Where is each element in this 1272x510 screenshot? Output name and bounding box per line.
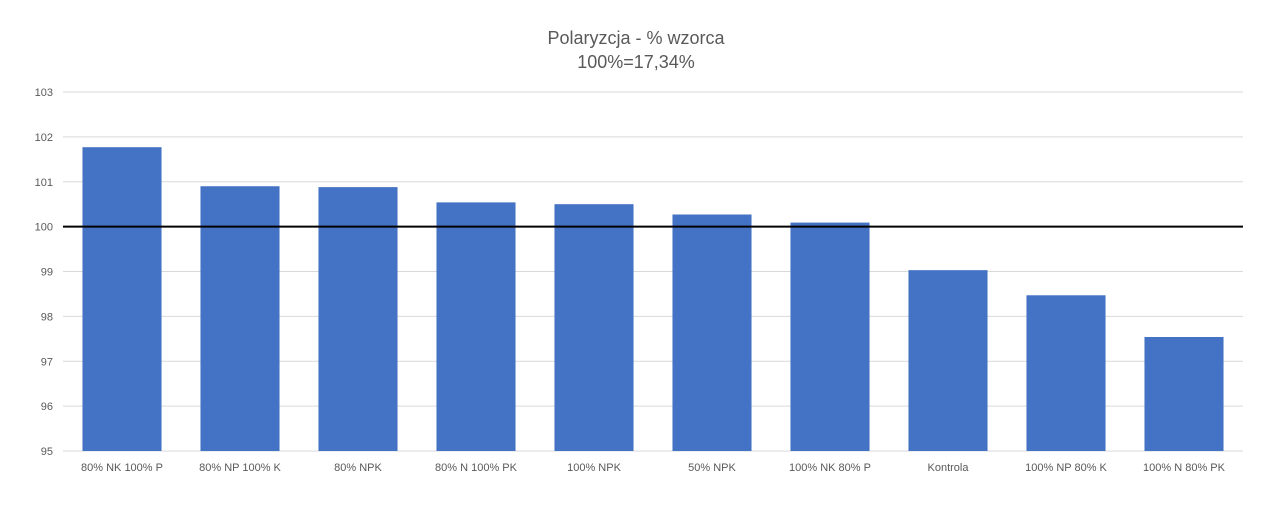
y-tick-label: 103 <box>35 87 53 99</box>
y-tick-label: 101 <box>35 177 53 189</box>
y-tick-label: 95 <box>41 446 53 458</box>
x-tick-label: 50% NPK <box>688 462 736 474</box>
x-tick-label: 100% NPK <box>567 462 621 474</box>
x-tick-label: 80% N 100% PK <box>435 462 518 474</box>
y-tick-label: 102 <box>35 132 53 144</box>
bar <box>554 204 634 451</box>
x-tick-label: 100% NK 80% P <box>789 462 871 474</box>
x-tick-label: 100% NP 80% K <box>1025 462 1107 474</box>
x-tick-label: Kontrola <box>928 462 970 474</box>
x-tick-label: 100% N 80% PK <box>1143 462 1226 474</box>
bar <box>200 186 280 452</box>
bar <box>908 270 988 451</box>
chart-title: Polaryzcja - % wzorca <box>547 28 725 48</box>
bar <box>672 214 752 451</box>
x-tick-label: 80% NPK <box>334 462 382 474</box>
y-tick-label: 97 <box>41 356 53 368</box>
bar <box>1144 337 1224 451</box>
y-tick-label: 99 <box>41 267 53 279</box>
bar <box>318 187 398 451</box>
bar <box>436 202 516 451</box>
bar <box>1026 295 1106 451</box>
chart-subtitle: 100%=17,34% <box>577 52 695 72</box>
y-tick-label: 100 <box>35 222 53 234</box>
bar <box>790 222 870 451</box>
y-tick-label: 98 <box>41 311 53 323</box>
x-tick-label: 80% NP 100% K <box>199 462 281 474</box>
x-tick-label: 80% NK 100% P <box>81 462 163 474</box>
y-tick-label: 96 <box>41 401 53 413</box>
bar <box>82 147 162 452</box>
